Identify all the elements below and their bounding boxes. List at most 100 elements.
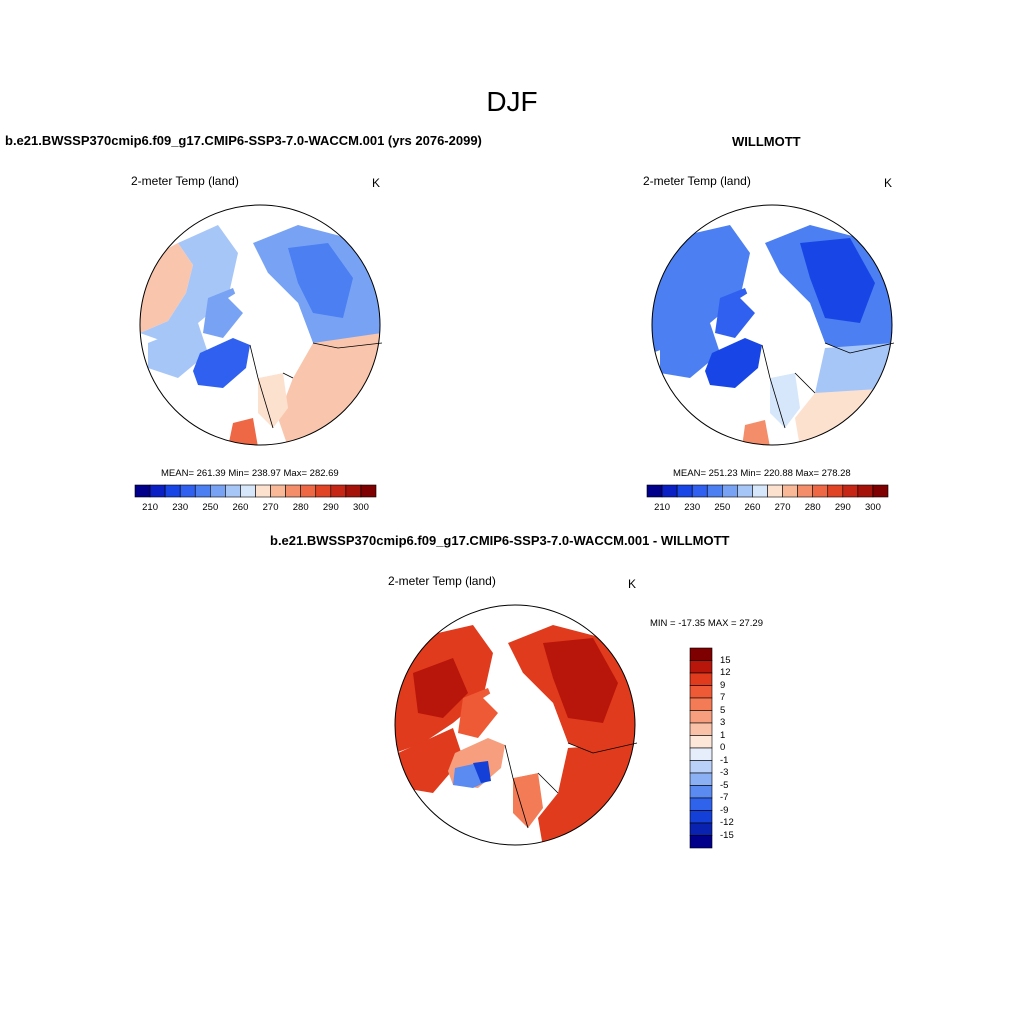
region-arctic-ocean (228, 273, 313, 378)
colorbar-swatch (706, 484, 723, 498)
panel-1-coastlines (249, 342, 383, 429)
colorbar-swatch (345, 484, 362, 498)
region-uk (228, 418, 258, 445)
colorbar-tick-label: 210 (142, 502, 158, 513)
colorbar-swatch (149, 484, 166, 498)
region-siberia-core (543, 638, 618, 723)
panel-1-units: K (372, 176, 381, 190)
colorbar-tick-label: 270 (262, 502, 279, 513)
colorbar-swatch (689, 672, 713, 686)
figure-title: DJF (486, 86, 538, 117)
colorbar-swatch (722, 484, 738, 498)
colorbar-swatch (689, 710, 713, 724)
colorbar-tick-label: 230 (684, 502, 701, 513)
colorbar-swatch (689, 722, 713, 736)
colorbar-swatch (689, 797, 713, 811)
colorbar-label: 12 (720, 667, 731, 678)
colorbar-tick-label: 270 (774, 502, 791, 513)
colorbar-label: -15 (720, 829, 734, 841)
colorbar-label: 0 (720, 742, 726, 753)
panel-3-title: b.e21.BWSSP370cmip6.f09_g17.CMIP6-SSP3-7… (270, 533, 730, 548)
panel-3-map-border (394, 604, 636, 846)
region-siberia-core (800, 238, 875, 323)
panel-2-map-border (651, 204, 893, 446)
colorbar-swatch (689, 785, 713, 799)
panel-2-stats: MEAN= 251.23 Min= 220.88 Max= 278.28 (673, 468, 851, 479)
colorbar-tick-label: 280 (804, 502, 821, 513)
colorbar-swatch (330, 484, 347, 498)
colorbar-tick-label: 300 (353, 502, 369, 513)
colorbar-swatch (315, 484, 332, 498)
colorbar-swatch (782, 484, 798, 498)
region-siberia-core (288, 243, 353, 318)
colorbar-swatch (179, 484, 196, 498)
region-greenland-coldest (473, 761, 491, 783)
region-arctic-ocean (483, 673, 568, 793)
panel-3-units: K (628, 577, 637, 591)
colorbar-swatch (134, 484, 151, 498)
colorbar-swatch (270, 484, 286, 498)
panel-1-map-border (139, 204, 381, 446)
colorbar-swatch (872, 484, 889, 498)
colorbar-label: -12 (720, 817, 734, 828)
region-canada (140, 225, 238, 343)
colorbar-swatch (164, 484, 181, 498)
region-scandinavia (258, 373, 288, 428)
panel-1-colorbar (134, 484, 377, 498)
colorbar-swatch (689, 822, 713, 836)
panel-3-coastlines (504, 742, 638, 829)
colorbar-label: -9 (720, 804, 729, 816)
colorbar-swatch (827, 484, 844, 498)
panel-3-colorbar (689, 647, 713, 849)
panel-1-variable-label: 2-meter Temp (land) (131, 174, 239, 188)
colorbar-tick-label: 290 (834, 502, 851, 513)
colorbar-swatch (225, 484, 241, 498)
panel-3-stats: MIN = -17.35 MAX = 27.29 (650, 618, 764, 629)
colorbar-swatch (797, 484, 813, 498)
panel-1-title: b.e21.BWSSP370cmip6.f09_g17.CMIP6-SSP3-7… (5, 133, 482, 148)
colorbar-swatch (689, 835, 713, 849)
colorbar-swatch (646, 484, 663, 498)
region-scandinavia (513, 773, 543, 828)
colorbar-swatch (689, 810, 713, 824)
colorbar-label: 5 (720, 704, 726, 716)
colorbar-tick-label: 230 (172, 502, 189, 513)
colorbar-swatch (676, 484, 693, 498)
colorbar-swatch (689, 760, 713, 774)
colorbar-tick-label: 250 (202, 502, 219, 513)
colorbar-label: 15 (720, 654, 731, 666)
region-scandinavia (770, 373, 800, 428)
panel-1-stats: MEAN= 261.39 Min= 238.97 Max= 282.69 (161, 468, 339, 479)
colorbar-label: -5 (720, 779, 729, 791)
colorbar-label: 7 (720, 692, 726, 703)
colorbar-swatch (194, 484, 211, 498)
panel-3-colorbar-labels: 15 12 9 7 5 3 1 0 -1 -3 -5 -7 -9 -12 -15 (720, 648, 750, 848)
colorbar-swatch (767, 484, 783, 498)
colorbar-swatch (210, 484, 226, 498)
region-greenland (193, 338, 250, 388)
colorbar-label: 1 (720, 729, 726, 741)
colorbar-tick-label: 300 (865, 502, 881, 513)
region-canada (652, 225, 750, 353)
colorbar-swatch (661, 484, 678, 498)
colorbar-swatch (691, 484, 708, 498)
panel-1-colorbar-ticks: 210 230 250 260 270 280 290 300 (135, 502, 376, 516)
colorbar-swatch (689, 735, 713, 749)
colorbar-swatch (360, 484, 377, 498)
colorbar-tick-label: 210 (654, 502, 670, 513)
region-arctic-ocean (740, 273, 825, 393)
colorbar-swatch (689, 747, 713, 761)
panel-2-polar-map (651, 204, 895, 446)
panel-1-polar-map (139, 204, 383, 446)
region-greenland (705, 338, 762, 388)
colorbar-tick-label: 280 (292, 502, 309, 513)
colorbar-swatch (689, 685, 713, 699)
panel-2-coastlines (761, 342, 895, 429)
colorbar-swatch (812, 484, 829, 498)
colorbar-swatch (689, 772, 713, 786)
colorbar-label: -3 (720, 767, 729, 778)
region-uk (742, 420, 770, 445)
colorbar-swatch (240, 484, 256, 498)
panel-2-title: WILLMOTT (732, 134, 801, 149)
colorbar-label: -7 (720, 792, 729, 803)
